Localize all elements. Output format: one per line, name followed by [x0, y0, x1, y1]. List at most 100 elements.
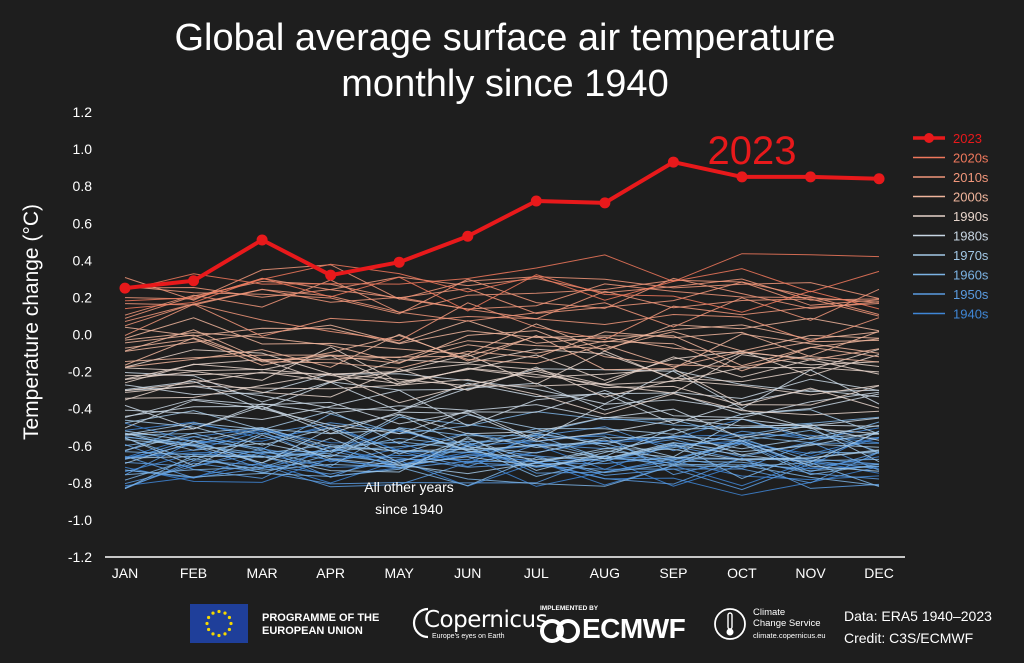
y-tick-label: -0.8: [68, 475, 92, 491]
ecmwf-name: ECMWF: [582, 613, 686, 644]
eu-star: [227, 615, 231, 620]
year-line-2010s: [124, 303, 880, 343]
year-line-2000s: [124, 332, 880, 372]
year-line-1990s: [124, 346, 880, 383]
year-line-1980s: [124, 405, 880, 442]
year-line-1960s: [124, 441, 880, 476]
legend-label: 1990s: [953, 209, 989, 224]
series-point-2023: [119, 282, 131, 294]
eu-text-line-2: EUROPEAN UNION: [262, 625, 363, 637]
eu-star: [229, 621, 233, 626]
year-line-2000s: [124, 331, 880, 362]
year-line-2010s: [124, 288, 880, 322]
climate-change-service-logo: Climate Change Service climate.copernicu…: [713, 605, 833, 645]
y-tick-label: 0.8: [73, 178, 93, 194]
year-line-1990s: [124, 354, 880, 394]
legend-label: 1960s: [953, 268, 989, 283]
legend-label: 1950s: [953, 287, 989, 302]
x-tick-label: MAY: [385, 565, 415, 581]
series-point-2023: [256, 234, 268, 246]
year-line-2010s: [124, 279, 880, 316]
annotations: 2023 All other years since 1940: [364, 129, 796, 517]
year-line-1970s: [124, 418, 880, 458]
year-line-1970s: [124, 434, 880, 467]
legend-label: 1970s: [953, 248, 989, 263]
eu-text-line-1: PROGRAMME OF THE: [262, 612, 380, 624]
data-source: Data: ERA5 1940–2023: [844, 608, 992, 624]
x-tick-label: AUG: [590, 565, 620, 581]
series-point-2023: [667, 156, 679, 168]
year-line-1990s: [124, 363, 880, 392]
axes: 1.2 1.0 0.8 0.6 0.4 0.2 0.0 -0.2 -0.4 -0.6 -0.8 -1.…: [68, 104, 905, 581]
x-tick-label: APR: [316, 565, 345, 581]
year-line-2010s: [124, 276, 880, 301]
year-line-1980s: [124, 369, 880, 405]
year-line-1970s: [124, 428, 880, 464]
eu-star: [227, 627, 231, 632]
legend-label: 1940s: [953, 307, 989, 322]
x-tick-label: DEC: [864, 565, 894, 581]
year-line-1980s: [124, 382, 880, 415]
year-line-1980s: [124, 399, 880, 439]
year-line-1960s: [124, 456, 880, 487]
y-tick-label: 1.2: [73, 104, 93, 120]
series-point-2023: [599, 197, 611, 209]
year-line-2010s: [124, 302, 880, 342]
year-line-1970s: [124, 427, 880, 463]
annotation-other-years: since 1940: [375, 501, 443, 517]
year-line-2010s: [124, 280, 880, 319]
year-line-2000s: [124, 320, 880, 355]
copernicus-tagline: Europe's eyes on Earth: [432, 633, 505, 640]
series-point-2023: [462, 230, 474, 242]
y-tick-label: 0.6: [73, 215, 93, 231]
highlight-series: [119, 156, 885, 294]
year-line-1950s: [124, 455, 880, 489]
year-line-1970s: [124, 437, 880, 475]
year-line-2000s: [124, 334, 880, 368]
credit: Credit: C3S/ECMWF: [844, 630, 974, 646]
year-line-1970s: [124, 414, 880, 454]
year-line-1980s: [124, 389, 880, 427]
x-tick-label: FEB: [180, 565, 207, 581]
year-line-2010s: [124, 277, 880, 315]
ccs-name-line-2: Change Service: [753, 618, 821, 629]
y-tick-label: 1.0: [73, 141, 93, 157]
legend: 2023 2020s 2010s 2000s 1990s 1980s 1970s 1960s 1…: [913, 131, 989, 322]
y-tick-label: -0.2: [68, 364, 92, 380]
year-line-1990s: [124, 350, 880, 385]
ecmwf-logo: IMPLEMENTED BY ECMWF: [540, 605, 690, 645]
y-tick-label: -0.6: [68, 438, 92, 454]
eu-star: [223, 611, 227, 615]
x-tick-label: JUN: [454, 565, 481, 581]
year-line-2000s: [124, 331, 880, 369]
legend-label: 1980s: [953, 229, 989, 244]
series-point-2023: [873, 173, 885, 185]
year-line-1960s: [124, 428, 880, 465]
series-point-2023: [805, 171, 816, 183]
year-line-1990s: [124, 349, 880, 387]
series-point-2023: [393, 256, 405, 268]
year-line-1960s: [124, 411, 880, 450]
ccs-name-line-1: Climate: [753, 607, 786, 618]
year-line-2000s: [124, 317, 880, 355]
data-source-block: Data: ERA5 1940–2023 Credit: C3S/ECMWF: [844, 605, 992, 649]
y-tick-label: 0.0: [73, 327, 93, 343]
copernicus-logo: Copernicus Europe's eyes on Earth: [412, 603, 548, 643]
x-tick-label: JAN: [112, 565, 138, 581]
y-tick-label: 0.2: [73, 289, 93, 305]
chart-title-line-2: monthly since 1940: [341, 63, 669, 105]
legend-marker: [924, 133, 934, 143]
eu-star: [211, 632, 215, 636]
year-line-1970s: [124, 428, 880, 464]
y-tick-label: -1.0: [68, 512, 92, 528]
year-line-1970s: [124, 435, 880, 473]
year-line-1960s: [124, 432, 880, 472]
year-line-1980s: [124, 389, 880, 425]
eu-star: [207, 615, 211, 620]
year-line-1950s: [124, 460, 880, 491]
year-line-1990s: [124, 378, 880, 416]
eu-star: [205, 621, 209, 626]
x-tick-label: JUL: [524, 565, 549, 581]
x-tick-label: SEP: [659, 565, 687, 581]
year-line-1980s: [124, 405, 880, 436]
